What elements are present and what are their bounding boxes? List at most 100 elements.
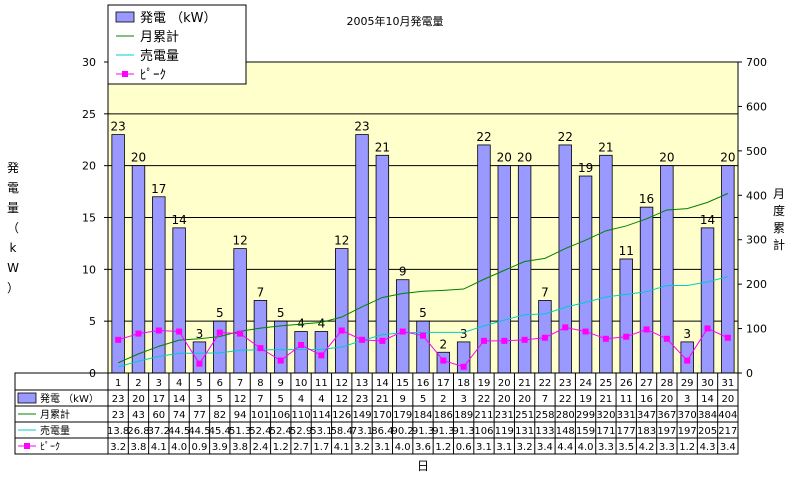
table-cell: 20 xyxy=(661,394,674,405)
table-cell: 131 xyxy=(515,426,534,437)
right-tick-label: 500 xyxy=(746,145,767,158)
bar-value-label: 20 xyxy=(497,151,512,165)
peak-marker xyxy=(684,357,691,364)
table-day-header: 1 xyxy=(115,378,121,389)
table-cell: 1.2 xyxy=(273,442,289,453)
table-cell: 4 xyxy=(298,394,304,405)
table-cell: 94 xyxy=(234,410,247,421)
table-cell: 3.2 xyxy=(517,442,533,453)
table-cell: 20 xyxy=(518,394,531,405)
table-day-header: 22 xyxy=(539,378,552,389)
table-cell: 91.3 xyxy=(453,426,475,437)
table-cell: 44.5 xyxy=(168,426,190,437)
table-cell: 7 xyxy=(542,394,548,405)
table-cell: 43 xyxy=(132,410,145,421)
generation-bar xyxy=(558,144,572,374)
peak-marker xyxy=(115,336,122,343)
table-cell: 1.2 xyxy=(679,442,695,453)
peak-marker xyxy=(704,325,711,332)
table-day-header: 16 xyxy=(417,378,430,389)
legend-label: 発電 （kW） xyxy=(140,11,217,26)
bar-value-label: 5 xyxy=(277,306,285,320)
table-cell: 3.2 xyxy=(110,442,126,453)
bar-value-label: 20 xyxy=(517,151,532,165)
table-day-header: 26 xyxy=(620,378,633,389)
generation-bar xyxy=(131,165,146,374)
table-cell: 3.9 xyxy=(212,442,228,453)
table-cell: 205 xyxy=(698,426,717,437)
left-axis-label-char: （ xyxy=(7,221,19,235)
table-day-header: 12 xyxy=(335,378,348,389)
peak-marker xyxy=(399,328,406,335)
legend-label: 売電量 xyxy=(140,48,179,64)
table-cell: 91.3 xyxy=(412,426,434,437)
table-cell: 3.2 xyxy=(354,442,370,453)
table-cell: 3.1 xyxy=(476,442,492,453)
table-cell: 197 xyxy=(657,426,676,437)
table-cell: 13.8 xyxy=(107,426,129,437)
right-tick-label: 700 xyxy=(746,56,767,69)
generation-bar xyxy=(314,331,329,374)
table-cell: 3.3 xyxy=(659,442,675,453)
table-day-header: 17 xyxy=(437,378,450,389)
generation-bar xyxy=(213,320,227,374)
table-day-header: 24 xyxy=(579,378,592,389)
table-cell: 3.8 xyxy=(232,442,248,453)
bar-value-label: 12 xyxy=(232,234,247,248)
generation-bar xyxy=(294,331,308,374)
table-cell: 22 xyxy=(559,394,572,405)
left-tick-label: 5 xyxy=(89,315,96,328)
generation-bar xyxy=(680,341,694,374)
table-cell: 4.0 xyxy=(578,442,594,453)
table-row-key xyxy=(17,392,37,404)
table-cell: 110 xyxy=(292,410,311,421)
bar-value-label: 17 xyxy=(151,182,166,196)
table-cell: 133 xyxy=(535,426,554,437)
table-cell: 58.4 xyxy=(331,426,353,437)
x-axis-label: 日 xyxy=(417,459,429,473)
bar-value-label: 3 xyxy=(460,327,468,341)
bar-value-label: 2 xyxy=(440,337,448,351)
bar-value-label: 22 xyxy=(558,130,573,144)
table-cell: 91.3 xyxy=(432,426,454,437)
table-cell: 4.0 xyxy=(395,442,411,453)
table-cell: 20 xyxy=(498,394,511,405)
table-cell: 4 xyxy=(318,394,324,405)
table-cell: 126 xyxy=(332,410,351,421)
table-cell: 3.3 xyxy=(598,442,614,453)
table-day-header: 18 xyxy=(457,378,470,389)
peak-marker xyxy=(338,327,345,334)
right-tick-label: 0 xyxy=(746,367,753,380)
table-cell: 3.4 xyxy=(720,442,736,453)
right-axis-label-char: 計 xyxy=(773,237,785,252)
table-cell: 74 xyxy=(173,410,186,421)
table-row-label: 発電 （kW） xyxy=(40,392,99,405)
table-cell: 17 xyxy=(152,394,165,405)
table-cell: 5 xyxy=(420,394,426,405)
bar-value-label: 20 xyxy=(659,151,674,165)
bar-value-label: 21 xyxy=(598,140,613,154)
left-axis-label-char: k xyxy=(10,241,17,255)
generation-bar xyxy=(335,248,349,374)
table-day-header: 4 xyxy=(176,378,182,389)
right-tick-label: 200 xyxy=(746,278,767,291)
table-cell: 12 xyxy=(335,394,348,405)
generation-bar xyxy=(721,165,735,374)
table-cell: 77 xyxy=(193,410,206,421)
cumulative-line xyxy=(117,193,729,364)
table-cell: 5 xyxy=(217,394,223,405)
peak-marker xyxy=(602,335,609,342)
table-cell: 37.2 xyxy=(148,426,170,437)
table-cell: 3.5 xyxy=(618,442,634,453)
peak-marker xyxy=(440,357,447,364)
bar-value-label: 20 xyxy=(131,151,146,165)
peak-marker xyxy=(623,333,630,340)
table-cell: 119 xyxy=(495,426,514,437)
table-day-header: 5 xyxy=(196,378,202,389)
table-cell: 251 xyxy=(515,410,534,421)
table-cell: 114 xyxy=(312,410,331,421)
bar-value-label: 14 xyxy=(700,213,715,227)
table-day-header: 15 xyxy=(396,378,409,389)
table-cell: 4.0 xyxy=(171,442,187,453)
table-cell: 12 xyxy=(234,394,247,405)
